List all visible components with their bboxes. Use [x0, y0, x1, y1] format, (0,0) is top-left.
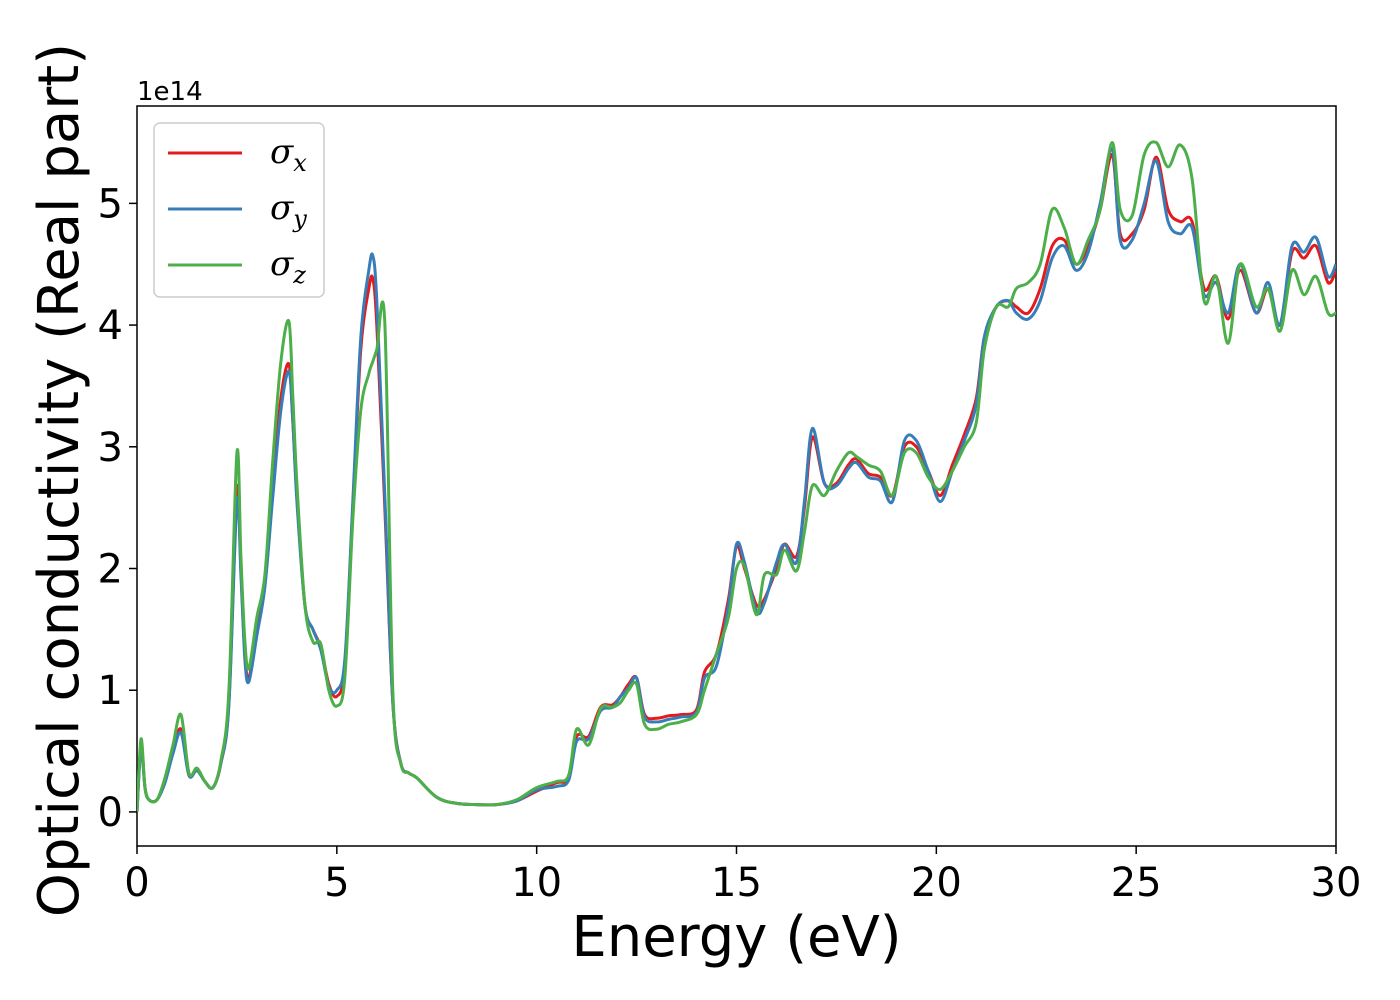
x-tick-label-4: 20: [911, 860, 962, 906]
y-axis-label: Optical conductivity (Real part): [27, 43, 92, 917]
series-layer: [137, 140, 1336, 812]
y-tick-label-4: 4: [98, 303, 123, 349]
x-axis-ticks: 0 5 10 15 20 25 30: [124, 846, 1361, 906]
x-tick-label-6: 30: [1311, 860, 1362, 906]
x-tick-label-1: 5: [324, 860, 349, 906]
legend-label-z: σz: [270, 244, 306, 289]
y-axis-ticks: 0 1 2 3 4 5: [98, 181, 137, 836]
y-tick-label-0: 0: [98, 790, 123, 836]
y-tick-label-2: 2: [98, 547, 123, 593]
y-axis-offset-label: 1e14: [137, 77, 203, 107]
y-tick-label-1: 1: [98, 668, 123, 714]
x-tick-label-3: 15: [711, 860, 762, 906]
series-line-z: [137, 140, 1336, 812]
y-tick-label-5: 5: [98, 181, 123, 227]
x-tick-label-2: 10: [511, 860, 562, 906]
x-axis-label: Energy (eV): [571, 905, 901, 970]
legend: σx σy σz: [153, 122, 325, 298]
x-tick-label-0: 0: [124, 860, 149, 906]
legend-label-x: σx: [270, 132, 307, 177]
x-tick-label-5: 25: [1111, 860, 1162, 906]
legend-label-y: σy: [270, 188, 307, 233]
y-tick-label-3: 3: [98, 425, 123, 471]
